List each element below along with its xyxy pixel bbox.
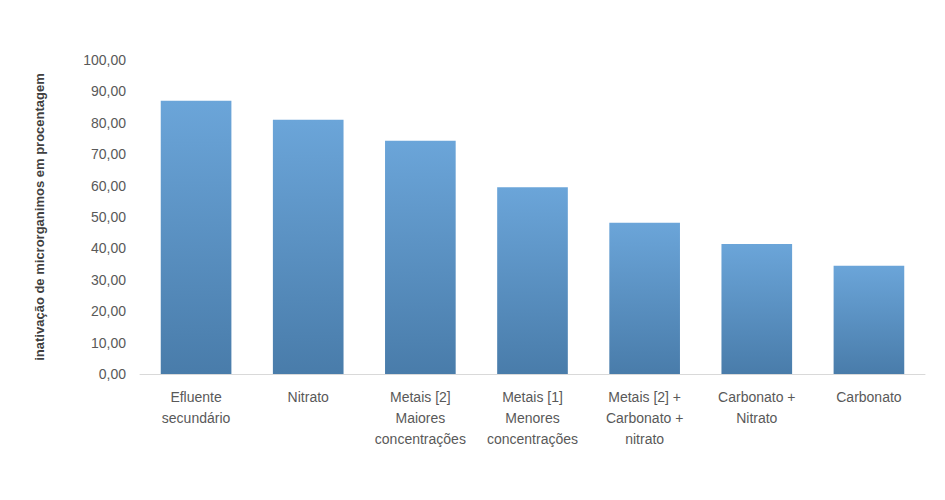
svg-text:80,00: 80,00	[91, 115, 126, 131]
svg-text:Metais [2] +: Metais [2] +	[608, 389, 681, 405]
svg-text:90,00: 90,00	[91, 83, 126, 99]
svg-text:100,00: 100,00	[83, 52, 126, 68]
svg-text:inativação de microrganimos em: inativação de microrganimos em procentag…	[32, 73, 47, 361]
svg-text:Carbonato +: Carbonato +	[606, 410, 683, 426]
svg-text:Carbonato: Carbonato	[836, 389, 902, 405]
svg-text:10,00: 10,00	[91, 335, 126, 351]
svg-text:Menores: Menores	[505, 410, 559, 426]
svg-text:secundário: secundário	[162, 410, 231, 426]
svg-text:Efluente: Efluente	[170, 389, 222, 405]
svg-text:Maiores: Maiores	[395, 410, 445, 426]
svg-text:concentrações: concentrações	[487, 431, 578, 447]
svg-text:50,00: 50,00	[91, 209, 126, 225]
svg-text:60,00: 60,00	[91, 178, 126, 194]
svg-text:Nitrato: Nitrato	[736, 410, 777, 426]
svg-text:Nitrato: Nitrato	[288, 389, 329, 405]
svg-text:0,00: 0,00	[99, 366, 126, 382]
svg-text:nitrato: nitrato	[625, 431, 664, 447]
svg-text:Metais [1]: Metais [1]	[502, 389, 563, 405]
svg-text:20,00: 20,00	[91, 303, 126, 319]
svg-text:concentrações: concentrações	[375, 431, 466, 447]
svg-text:30,00: 30,00	[91, 272, 126, 288]
svg-text:70,00: 70,00	[91, 146, 126, 162]
svg-text:40,00: 40,00	[91, 240, 126, 256]
svg-text:Carbonato +: Carbonato +	[718, 389, 795, 405]
svg-text:Metais [2]: Metais [2]	[390, 389, 451, 405]
